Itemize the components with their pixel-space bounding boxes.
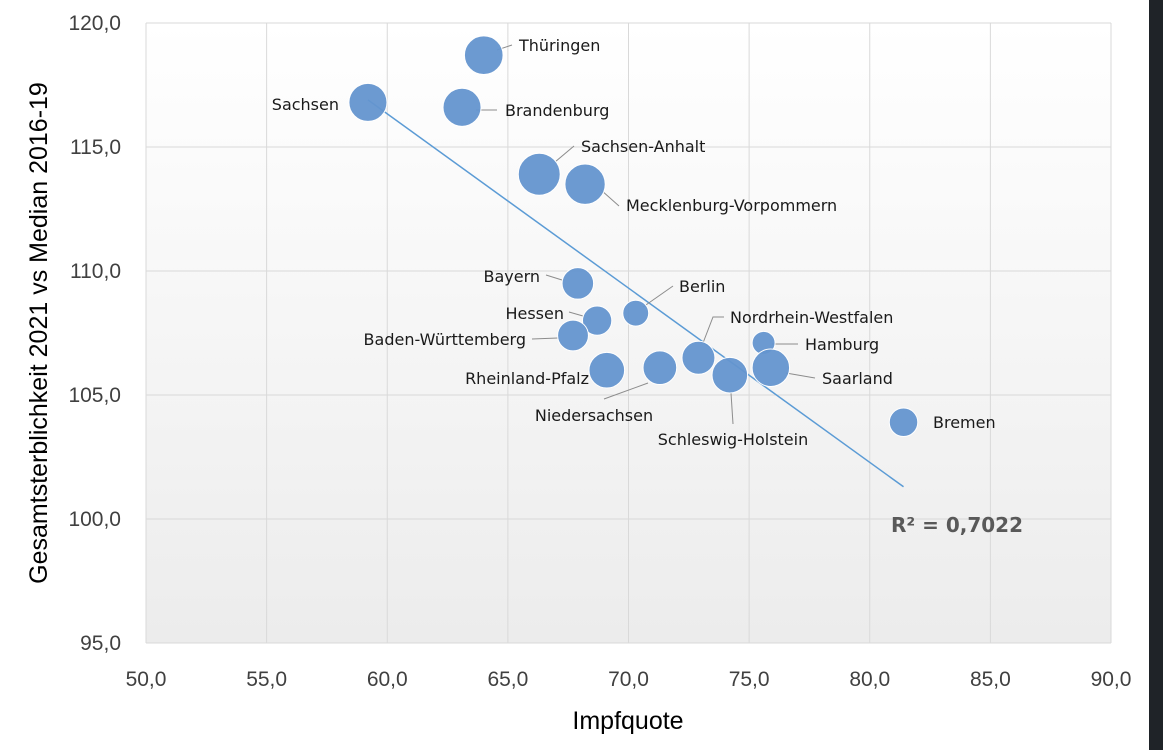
leader-line [568, 311, 584, 317]
leader-line [785, 372, 816, 379]
bubble-berlin [622, 299, 650, 327]
bubble-hessen [581, 305, 613, 336]
point-label: Berlin [679, 277, 725, 296]
leader-line [702, 316, 724, 344]
x-tick-label: 85,0 [970, 668, 1011, 691]
leader-line [603, 382, 649, 400]
y-tick-label: 105,0 [68, 384, 121, 407]
point-label: Brandenburg [505, 101, 609, 120]
axis-ticks: 50,0 55,0 60,0 65,0 70,0 75,0 80,0 85,0 90,0 95,0… [68, 12, 1131, 691]
x-tick-label: 55,0 [246, 668, 287, 691]
bubble-saarland [751, 348, 791, 387]
point-label: Sachsen [272, 95, 339, 114]
point-label: Schleswig-Holstein [658, 430, 808, 449]
x-tick-label: 80,0 [849, 668, 890, 691]
y-tick-label: 100,0 [68, 508, 121, 531]
point-labels: Thüringen Sachsen Brandenburg Sachsen-Anhal… [272, 36, 996, 449]
data-points [348, 35, 919, 438]
grid [145, 22, 1112, 644]
x-tick-label: 70,0 [608, 668, 649, 691]
trendline-group [367, 99, 904, 488]
y-axis-title: Gesamtsterblichkeit 2021 vs Median 2016-… [25, 82, 53, 584]
bubble-baden-w-rttemberg [557, 319, 589, 352]
bubble-bremen [888, 407, 919, 438]
y-tick-label: 95,0 [80, 632, 121, 655]
leader-line [600, 189, 620, 207]
x-tick-label: 65,0 [487, 668, 528, 691]
y-tick-label: 115,0 [70, 136, 121, 159]
bubble-niedersachsen [642, 350, 678, 386]
point-label: Bremen [933, 413, 996, 432]
x-tick-label: 90,0 [1091, 668, 1132, 691]
point-label: Mecklenburg-Vorpommern [626, 196, 837, 215]
point-label: Saarland [822, 369, 893, 388]
bubble-nordrhein-westfalen [681, 340, 716, 375]
leader-line [545, 274, 563, 281]
point-label: Nordrhein-Westfalen [730, 308, 893, 327]
bubble-schleswig-holstein [711, 356, 749, 394]
trendline [367, 99, 904, 488]
leader-line [730, 392, 734, 425]
y-tick-label: 110,0 [70, 260, 121, 283]
point-label: Sachsen-Anhalt [581, 137, 705, 156]
bubble-brandenburg [442, 87, 482, 127]
point-label: Thüringen [518, 36, 600, 55]
y-tick-label: 120,0 [68, 12, 121, 35]
leader-lines [476, 44, 816, 425]
point-label: Hamburg [805, 335, 879, 354]
point-label: Baden-Württemberg [364, 330, 526, 349]
leader-line [554, 145, 575, 163]
x-axis-title: Impfquote [572, 707, 683, 735]
leader-line [531, 337, 559, 340]
point-label: Hessen [505, 304, 564, 323]
point-label: Niedersachsen [535, 406, 653, 425]
point-label: Rheinland-Pfalz [465, 369, 589, 388]
leader-line [642, 285, 674, 308]
point-label: Bayern [483, 267, 540, 286]
window-edge [1149, 0, 1163, 750]
bubble-th-ringen [463, 35, 504, 76]
bubble-mecklenburg-vorpommern [564, 163, 606, 205]
bubble-sachsen-anhalt [517, 152, 561, 196]
bubble-sachsen [348, 82, 388, 122]
bubble-bayern [561, 267, 595, 300]
bubble-rheinland-pfalz [588, 351, 626, 389]
x-tick-label: 60,0 [367, 668, 408, 691]
r-squared-label: R² = 0,7022 [891, 513, 1023, 537]
x-tick-label: 50,0 [126, 668, 167, 691]
x-tick-label: 75,0 [729, 668, 770, 691]
